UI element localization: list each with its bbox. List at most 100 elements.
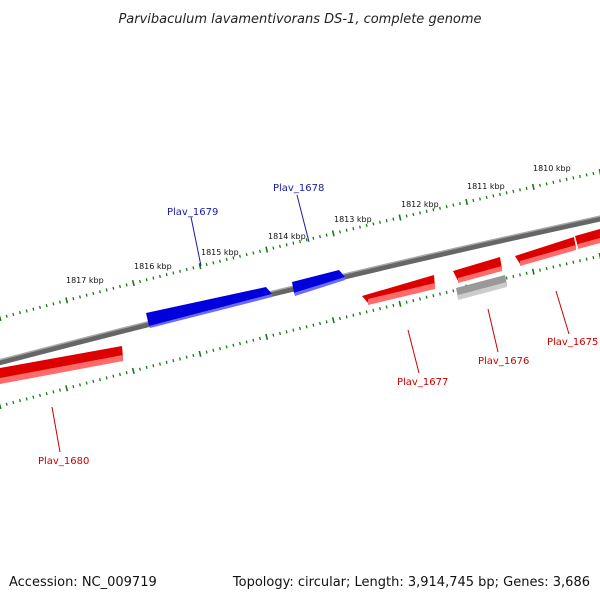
inner-ruler-tick xyxy=(58,388,62,392)
outer-ruler-tick xyxy=(592,171,595,176)
outer-ruler-tick xyxy=(245,252,248,257)
outer-ruler-tick xyxy=(372,222,375,226)
inner-ruler-tick xyxy=(138,367,142,371)
inner-ruler-tick xyxy=(445,290,448,295)
kbp-label-1814: 1814 kbp xyxy=(268,232,306,241)
gene-label-Plav_1678[interactable]: Plav_1678 xyxy=(273,183,324,194)
inner-ruler-tick xyxy=(378,307,382,311)
outer-ruler-tick xyxy=(499,192,501,197)
gene-Plav_1679[interactable] xyxy=(146,287,272,328)
inner-ruler-tick xyxy=(525,271,528,275)
inner-ruler-tick xyxy=(559,263,561,267)
outer-ruler-tick xyxy=(285,243,288,247)
inner-ruler-tick xyxy=(258,336,262,341)
outer-ruler-tick xyxy=(298,239,302,244)
gene-label-Plav_1675[interactable]: Plav_1675 xyxy=(547,337,598,348)
inner-ruler-tick xyxy=(131,367,135,375)
accession-text: Accession: NC_009719 xyxy=(9,575,157,590)
inner-ruler-tick xyxy=(118,372,122,377)
inner-ruler-tick xyxy=(438,292,442,296)
gene-Plav_1680[interactable] xyxy=(0,346,123,384)
outer-ruler-tick xyxy=(185,267,188,272)
kbp-label-1811: 1811 kbp xyxy=(467,182,505,191)
outer-ruler-tick xyxy=(492,194,495,198)
outer-ruler-tick xyxy=(398,214,402,221)
outer-ruler-tick xyxy=(565,177,568,181)
outer-ruler-tick xyxy=(225,257,228,262)
outer-ruler-tick xyxy=(305,238,308,242)
inner-ruler-tick xyxy=(418,297,422,301)
inner-ruler-tick xyxy=(305,325,308,329)
inner-ruler-tick xyxy=(192,353,195,358)
gene-label-Plav_1680[interactable]: Plav_1680 xyxy=(38,456,89,467)
outer-tick-ruler xyxy=(0,168,600,322)
outer-ruler-tick xyxy=(525,186,528,190)
inner-ruler-tick xyxy=(12,400,15,405)
outer-ruler-tick xyxy=(145,278,148,282)
outer-ruler-tick xyxy=(365,223,368,228)
gene-label-Plav_1679[interactable]: Plav_1679 xyxy=(167,207,218,218)
outer-ruler-tick xyxy=(85,293,88,297)
outer-ruler-tick xyxy=(198,263,202,270)
gene-label-Plav_1677[interactable]: Plav_1677 xyxy=(397,377,448,388)
outer-ruler-tick xyxy=(258,249,262,253)
inner-ruler-tick xyxy=(265,333,269,341)
gene-label-Plav_1676[interactable]: Plav_1676 xyxy=(478,356,529,367)
kbp-label-1812: 1812 kbp xyxy=(401,200,439,209)
outer-ruler-tick xyxy=(32,307,35,311)
outer-ruler-tick xyxy=(552,180,555,184)
inner-tick-ruler xyxy=(0,252,600,410)
outer-ruler-tick xyxy=(579,174,581,179)
outer-ruler-tick xyxy=(25,309,28,313)
gene-Plav_1677[interactable] xyxy=(362,275,435,305)
outer-ruler-tick xyxy=(512,189,515,193)
outer-ruler-tick xyxy=(118,284,122,289)
topology-summary: Topology: circular; Length: 3,914,745 bp… xyxy=(232,575,590,590)
outer-ruler-tick xyxy=(345,228,348,232)
inner-ruler-tick xyxy=(312,323,315,327)
inner-ruler-tick xyxy=(365,310,368,314)
gene-Plav_1675[interactable] xyxy=(515,229,600,266)
outer-ruler-tick xyxy=(545,182,548,186)
outer-ruler-tick xyxy=(352,227,355,231)
outer-ruler-tick xyxy=(0,314,2,322)
outer-ruler-tick xyxy=(178,269,182,273)
outer-ruler-tick xyxy=(105,288,108,292)
inner-ruler-tick xyxy=(25,397,28,401)
inner-ruler-tick xyxy=(592,255,595,260)
inner-ruler-tick xyxy=(512,274,515,279)
outer-ruler-tick xyxy=(112,286,115,290)
outer-ruler-tick xyxy=(459,201,461,206)
inner-ruler-tick xyxy=(272,333,275,337)
gene-Plav_1675-a[interactable] xyxy=(453,257,502,283)
inner-ruler-tick xyxy=(519,273,521,277)
outer-ruler-tick xyxy=(58,300,62,304)
inner-ruler-tick xyxy=(165,360,168,364)
inner-ruler-tick xyxy=(325,320,328,324)
gene-Plav_1678[interactable] xyxy=(292,270,345,296)
inner-ruler-tick xyxy=(398,300,402,307)
inner-ruler-tick xyxy=(0,402,2,410)
gene-Plav_1676[interactable] xyxy=(456,275,507,300)
outer-ruler-tick xyxy=(131,279,135,287)
inner-ruler-tick xyxy=(252,338,255,342)
outer-ruler-tick xyxy=(232,256,235,260)
outer-ruler-tick xyxy=(445,205,448,209)
inner-ruler-tick xyxy=(358,311,362,316)
outer-ruler-tick xyxy=(519,188,521,192)
inner-ruler-tick xyxy=(225,345,228,349)
outer-ruler-tick xyxy=(572,176,575,180)
inner-ruler-tick xyxy=(92,379,95,383)
outer-ruler-tick xyxy=(192,266,195,270)
outer-ruler-tick xyxy=(72,297,75,301)
inner-ruler-tick xyxy=(72,384,75,389)
outer-ruler-tick xyxy=(325,233,328,237)
kbp-label-1816: 1816 kbp xyxy=(134,262,172,271)
outer-ruler-tick xyxy=(18,311,22,315)
inner-ruler-tick xyxy=(245,340,248,344)
inner-ruler-tick xyxy=(38,393,42,397)
outer-ruler-tick xyxy=(265,246,269,253)
inner-ruler-tick xyxy=(572,260,575,264)
outer-ruler-tick xyxy=(479,197,481,201)
inner-ruler-tick xyxy=(198,350,202,357)
